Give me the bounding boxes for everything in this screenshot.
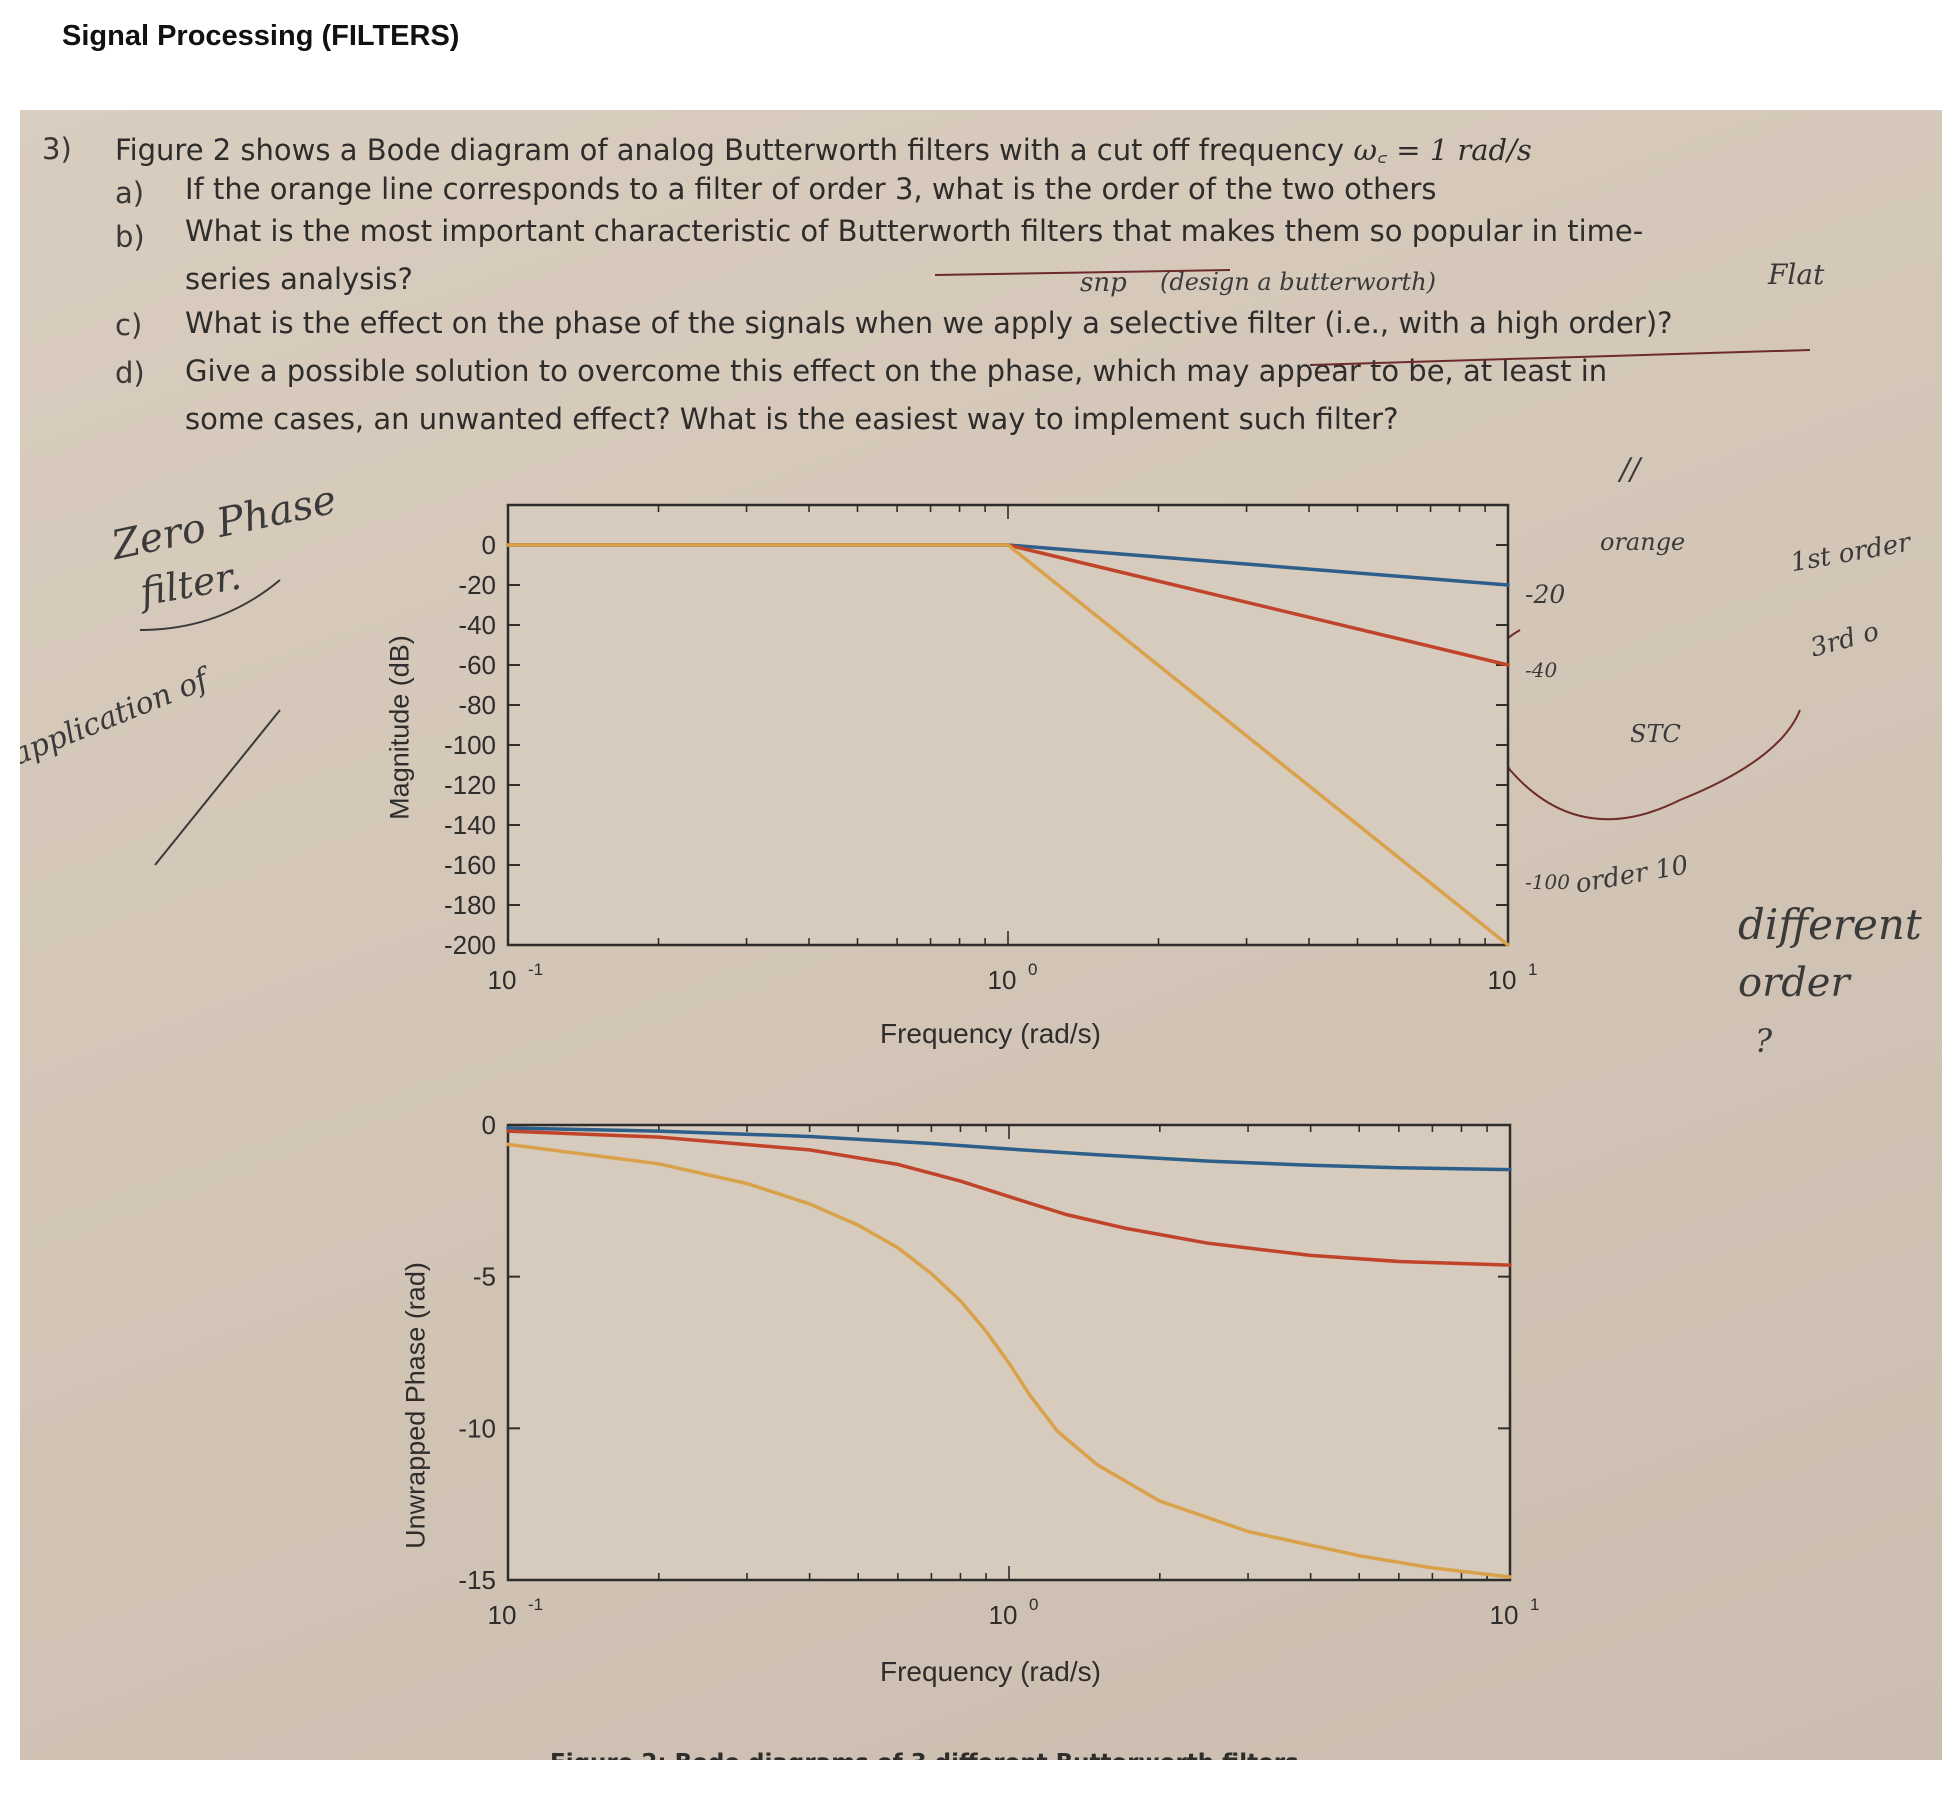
sketch-loop-stroke	[1481, 629, 1801, 821]
note-flat: Flat	[1768, 258, 1825, 291]
note-different: different	[1738, 900, 1922, 949]
note-order: order	[1738, 960, 1850, 1006]
magnitude-ytick-label: -140	[444, 810, 496, 840]
item-label-a: a)	[115, 176, 145, 210]
bode-plots: 0-20-40-60-80-100-120-140-160-180-20010-…	[139, 269, 1811, 1630]
photographed-page: 3) Figure 2 shows a Bode diagram of anal…	[20, 110, 1942, 1760]
phase-xtick-exponent: 0	[1029, 1595, 1038, 1614]
note-minus40: -40	[1525, 658, 1558, 682]
item-text-d: Give a possible solution to overcome thi…	[185, 354, 1608, 388]
magnitude-xtick-exponent: 1	[1528, 960, 1537, 979]
magnitude-ytick-label: -80	[458, 690, 496, 720]
question-intro: Figure 2 shows a Bode diagram of analog …	[115, 130, 1532, 169]
magnitude-ytick-label: -160	[444, 850, 496, 880]
item-text-a: If the orange line corresponds to a filt…	[185, 172, 1437, 206]
item-label-c: c)	[115, 308, 143, 342]
phase-chart: 0 -5 -10 -15 10 -1 10 0 10 1	[458, 1110, 1539, 1630]
item-label-b: b)	[115, 220, 145, 254]
sketch-underline-stroke	[934, 269, 1231, 276]
magnitude-xtick-label: 10	[1488, 965, 1517, 995]
note-minus100: -100	[1525, 870, 1570, 894]
magnitude-xtick-label: 10	[988, 965, 1017, 995]
magnitude-xtick-exponent: -1	[528, 960, 543, 979]
magnitude-chart: 0-20-40-60-80-100-120-140-160-180-20010-…	[444, 503, 1537, 995]
item-text-b-cont: series analysis?	[185, 262, 413, 296]
phase-xtick-exponent: 1	[1530, 1595, 1539, 1614]
phase-ytick-label: -10	[458, 1413, 496, 1443]
magnitude-ytick-label: -100	[444, 730, 496, 760]
phase-ytick-label: 0	[482, 1110, 496, 1140]
magnitude-ytick-label: -200	[444, 930, 496, 960]
phase-series-order-10	[506, 1142, 1512, 1579]
magnitude-ytick-label: -60	[458, 650, 496, 680]
phase-series-order-1	[506, 1126, 1512, 1172]
item-text-c: What is the effect on the phase of the s…	[185, 306, 1673, 340]
note-design: (design a butterworth)	[1160, 268, 1437, 296]
phase-frame	[506, 1123, 1512, 1582]
phase-ytick-label: -15	[458, 1565, 496, 1595]
magnitude-xtick-label: 10	[488, 965, 517, 995]
sketch-curve-stroke	[139, 579, 281, 631]
sketch-underline2-stroke	[1309, 349, 1811, 366]
item-text-d-cont: some cases, an unwanted effect? What is …	[185, 402, 1399, 436]
note-stc: STC	[1630, 720, 1681, 748]
magnitude-ytick-label: 0	[482, 530, 496, 560]
phase-xtick-label: 10	[989, 1600, 1018, 1630]
item-text-b: What is the most important characteristi…	[185, 214, 1644, 248]
note-question-mark: ?	[1755, 1022, 1773, 1060]
question-number: 3)	[42, 132, 72, 166]
phase-xtick-exponent: -1	[528, 1595, 543, 1614]
note-slash: //	[1620, 452, 1641, 487]
magnitude-ytick-label: -20	[458, 570, 496, 600]
sketch-arrow-stroke	[154, 709, 281, 866]
magnitude-xtick-exponent: 0	[1028, 960, 1037, 979]
magnitude-xlabel: Frequency (rad/s)	[880, 1018, 1101, 1049]
figure-caption: Figure 2: Bode diagrams of 3 different B…	[550, 1750, 1299, 1760]
magnitude-series-order-10	[506, 543, 1510, 947]
phase-series-order-3	[506, 1129, 1512, 1267]
page-title: Signal Processing (FILTERS)	[62, 20, 460, 52]
phase-xtick-label: 10	[488, 1600, 517, 1630]
note-minus20: -20	[1525, 580, 1566, 609]
magnitude-ytick-label: -40	[458, 610, 496, 640]
phase-xlabel: Frequency (rad/s)	[880, 1656, 1101, 1687]
question-intro-math: ω꜀ = 1 rad/s	[1353, 133, 1532, 167]
question-intro-text: Figure 2 shows a Bode diagram of analog …	[115, 133, 1354, 167]
magnitude-ytick-label: -180	[444, 890, 496, 920]
phase-xtick-label: 10	[1490, 1600, 1519, 1630]
magnitude-ytick-label: -120	[444, 770, 496, 800]
phase-ytick-label: -5	[473, 1262, 496, 1292]
item-label-d: d)	[115, 356, 145, 390]
magnitude-frame	[506, 503, 1510, 947]
note-orange: orange	[1600, 528, 1686, 556]
